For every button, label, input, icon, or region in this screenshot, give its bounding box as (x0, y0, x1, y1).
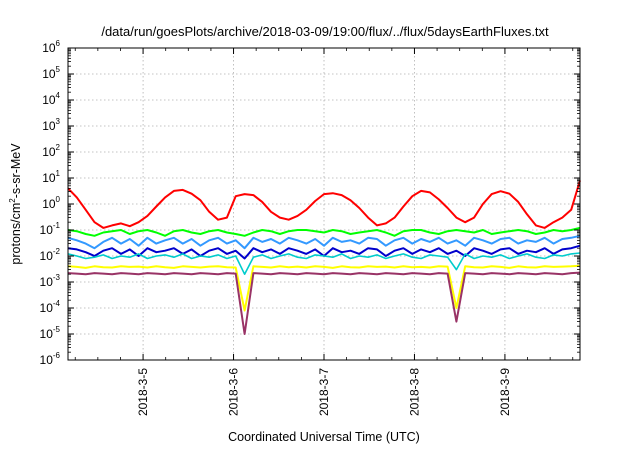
y-tick-label: 101 (42, 169, 60, 185)
y-tick-label: 105 (42, 65, 60, 81)
y-tick-labels: 10-610-510-410-310-210-11001011021031041… (40, 39, 61, 367)
y-tick-label-exp: 3 (56, 117, 61, 126)
y-axis-label: protons/cm2-s-sr-MeV (8, 143, 23, 265)
series-line-6 (67, 264, 581, 312)
x-tick-labels: 2018-3-5 2018-3-6 2018-3-7 2018-3-8 2018-3-9 (136, 368, 512, 416)
y-tick-label: 10-6 (40, 351, 61, 367)
y-tick-label: 10-1 (40, 221, 61, 237)
series-line-5 (67, 252, 581, 276)
y-tick-label: 103 (42, 117, 60, 133)
y-tick-label-exp: 2 (56, 143, 61, 152)
y-tick-label: 10-3 (40, 273, 61, 289)
x-axis-label: Coordinated Universal Time (UTC) (228, 430, 420, 444)
y-tick-label-base: 10 (40, 275, 54, 289)
y-tick-label: 10-4 (40, 299, 61, 315)
y-tick-label-exp: -2 (53, 247, 61, 256)
y-tick-label-base: 10 (42, 93, 56, 107)
y-tick-label-exp: 0 (56, 195, 61, 204)
y-tick-label: 104 (42, 91, 60, 107)
x-tick-label: 2018-3-9 (498, 368, 512, 416)
x-tick-label: 2018-3-5 (136, 368, 150, 416)
y-tick-label-base: 10 (40, 327, 54, 341)
y-tick-label-exp: 1 (56, 169, 61, 178)
y-tick-label-exp: -3 (53, 273, 61, 282)
x-tick-label: 2018-3-7 (317, 368, 331, 416)
y-tick-label-base: 10 (40, 249, 54, 263)
x-tick-label: 2018-3-8 (407, 368, 421, 416)
plot-frame (67, 47, 581, 361)
series-line-2 (67, 226, 581, 237)
y-axis-label-pre: protons/cm (9, 203, 23, 265)
series-line-1 (67, 180, 581, 229)
y-tick-label-exp: 6 (56, 39, 61, 48)
y-tick-label: 10-2 (40, 247, 61, 263)
y-tick-label-exp: 4 (56, 91, 61, 100)
y-tick-label-exp: 5 (56, 65, 61, 74)
y-tick-label: 100 (42, 195, 60, 211)
y-tick-label: 102 (42, 143, 60, 159)
y-axis-label-sup: 2 (8, 198, 17, 203)
series-line-3 (67, 234, 581, 250)
x-tick-label: 2018-3-6 (227, 368, 241, 416)
y-axis-label-post: -s-sr-MeV (9, 143, 23, 199)
series-layer (67, 180, 581, 335)
chart-title: /data/run/goesPlots/archive/2018-03-09/1… (101, 24, 549, 39)
y-tick-label-base: 10 (42, 67, 56, 81)
y-tick-label-exp: -6 (53, 351, 61, 360)
y-tick-label-base: 10 (42, 171, 56, 185)
y-tick-label-exp: -1 (53, 221, 61, 230)
y-tick-label-exp: -4 (53, 299, 61, 308)
y-tick-label-base: 10 (40, 353, 54, 367)
y-tick-label: 10-5 (40, 325, 61, 341)
y-tick-label-base: 10 (40, 223, 54, 237)
y-tick-label: 106 (42, 39, 60, 55)
y-tick-label-base: 10 (42, 41, 56, 55)
y-tick-label-base: 10 (40, 301, 54, 315)
y-tick-label-base: 10 (42, 197, 56, 211)
y-tick-label-base: 10 (42, 119, 56, 133)
series-line-7 (67, 271, 581, 335)
y-tick-label-exp: -5 (53, 325, 61, 334)
y-tick-label-base: 10 (42, 145, 56, 159)
